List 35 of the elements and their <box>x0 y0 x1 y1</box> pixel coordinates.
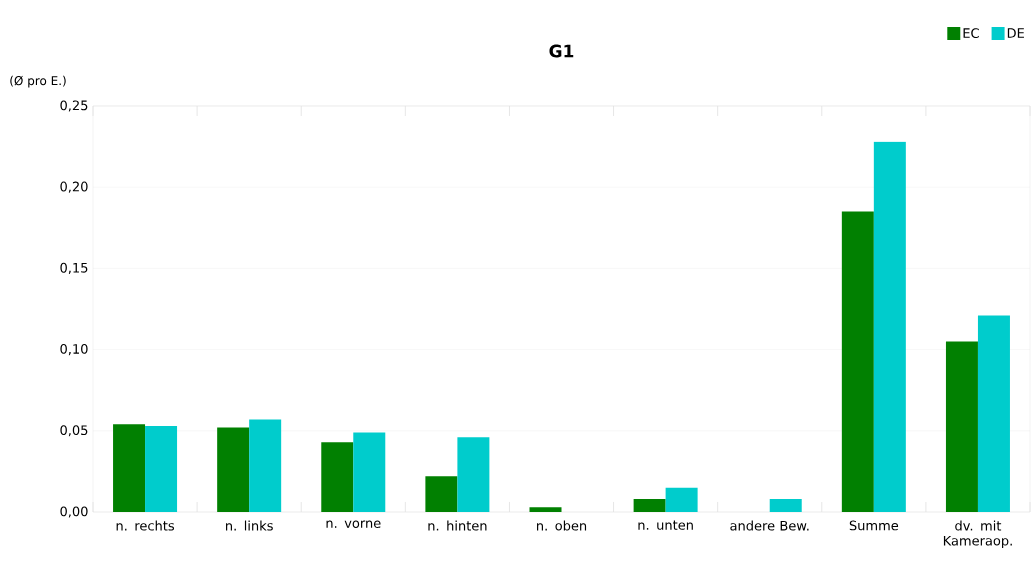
bar <box>249 419 282 512</box>
y-tick-label: 0,05 <box>60 425 88 437</box>
bar <box>769 499 802 512</box>
bar <box>353 432 386 512</box>
y-tick-label: 0,15 <box>60 262 88 274</box>
x-tick-label: andere Bew. <box>730 520 809 531</box>
chart-title: G1 <box>549 44 574 58</box>
y-tick-label: 0,10 <box>60 344 88 356</box>
bar <box>945 341 978 512</box>
bar <box>457 437 490 512</box>
y-axis-title: (Ø pro E.) <box>10 75 66 88</box>
y-tick-label: 0,20 <box>60 181 88 193</box>
bar <box>873 141 906 512</box>
bar <box>425 476 458 512</box>
x-tick-label: n. vorne <box>326 520 381 528</box>
x-tick-label: Summe <box>849 520 899 531</box>
y-tick-label: 0,25 <box>60 100 88 112</box>
x-tick-label: n. rechts <box>116 520 175 531</box>
bar <box>113 424 146 512</box>
bar <box>977 315 1010 512</box>
bar <box>145 425 178 512</box>
legend-label: EC <box>963 28 979 39</box>
x-tick-label: n. hinten <box>428 520 487 531</box>
x-tick-label: n. links <box>226 520 273 531</box>
x-tick-label: n. unten <box>638 520 693 530</box>
y-tick-label: 0,00 <box>60 506 88 518</box>
x-tick-label: dv. mit Kameraop. <box>943 520 1012 549</box>
bar <box>217 427 250 512</box>
bar <box>665 487 698 512</box>
bar <box>633 499 666 512</box>
bar <box>321 442 354 512</box>
bar <box>529 507 562 512</box>
x-tick-label: n. oben <box>537 520 587 531</box>
legend-label: DE <box>1007 28 1024 38</box>
bar <box>841 211 874 512</box>
